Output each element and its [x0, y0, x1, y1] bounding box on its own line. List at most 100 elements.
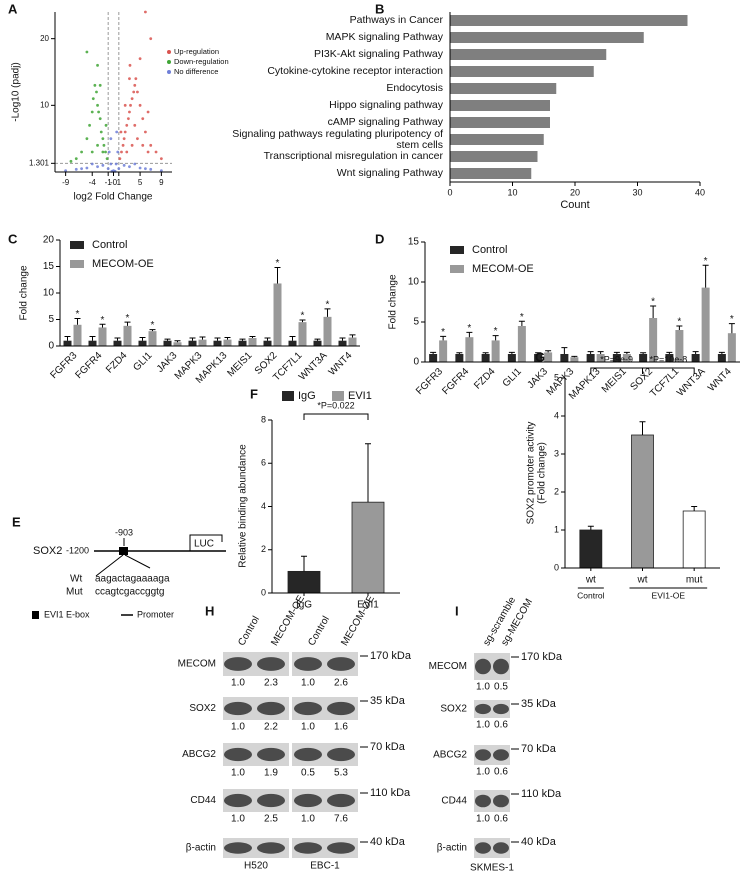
bar — [248, 338, 257, 346]
significance-label: * — [494, 326, 498, 337]
y-tick-label: 10 — [43, 288, 55, 299]
quantification: 1.0 — [301, 678, 315, 689]
quantification: 0.5 — [494, 682, 508, 693]
quantification: 0.6 — [494, 720, 508, 731]
bar — [544, 352, 553, 362]
x-tick-label: -1 — [105, 178, 113, 187]
y-tick-label: 1.301 — [29, 158, 50, 167]
error-bar — [691, 505, 698, 511]
error-bar — [74, 317, 81, 325]
bar — [507, 354, 516, 362]
y-axis-label: SOX2 promoter activity — [526, 422, 537, 525]
protein-label: CD44 — [190, 795, 216, 806]
error-bar — [139, 337, 146, 341]
gene-label: SOX2 — [33, 545, 62, 557]
quantification: 1.0 — [231, 722, 245, 733]
error-bar — [676, 325, 683, 330]
blot-band — [327, 793, 355, 808]
bar — [273, 283, 282, 346]
lane-label: Control — [236, 614, 262, 647]
x-tick-label: 40 — [695, 187, 705, 197]
bar — [238, 340, 247, 346]
error-bar — [189, 337, 196, 341]
bar — [439, 340, 448, 362]
error-bar — [535, 352, 542, 354]
error-bar — [518, 320, 525, 326]
x-tick-label: FGFR3 — [49, 350, 80, 381]
blot-band — [257, 747, 285, 762]
point — [123, 103, 127, 107]
quantification: 1.0 — [476, 767, 490, 778]
y-tick-label: 5 — [48, 314, 54, 325]
error-bar — [666, 351, 673, 354]
bar — [727, 333, 736, 362]
legend-swatch — [450, 246, 464, 254]
blot-band — [224, 793, 252, 808]
error-bar — [545, 350, 552, 353]
x-tick-label: FZD4 — [472, 366, 498, 392]
quantification: 1.0 — [476, 682, 490, 693]
error-bar — [274, 267, 281, 284]
point — [114, 162, 118, 166]
bar — [517, 326, 526, 362]
point — [121, 143, 125, 147]
x-tick-label: MEIS1 — [225, 350, 254, 379]
significance-label: * — [151, 320, 155, 331]
blot-band — [475, 658, 491, 675]
bar — [98, 327, 107, 346]
blot-band — [294, 701, 322, 716]
point — [90, 162, 94, 166]
x-tick-label: WNT3A — [297, 350, 330, 383]
bar — [429, 354, 438, 362]
legend-swatch — [70, 260, 84, 268]
bar — [188, 340, 197, 346]
quantification: 0.6 — [494, 767, 508, 778]
point — [133, 123, 137, 127]
point — [116, 150, 120, 154]
quantification: 1.0 — [301, 722, 315, 733]
error-bar — [456, 352, 463, 354]
quantification: 0.5 — [301, 768, 315, 779]
legend-marker — [167, 70, 171, 74]
cell-line-label: H520 — [244, 861, 268, 872]
category-label: PI3K-Akt signaling Pathway — [314, 48, 443, 60]
point — [96, 103, 99, 107]
point — [128, 165, 131, 169]
x-tick-label: EVI1 — [357, 600, 379, 611]
bar — [298, 322, 307, 346]
bar — [491, 340, 500, 362]
size-label: 40 kDa — [521, 836, 557, 848]
error-bar — [728, 323, 735, 334]
legend-label: MECOM-OE — [92, 258, 154, 270]
point — [134, 77, 138, 81]
quantification: 1.0 — [476, 814, 490, 825]
x-tick-label: 5 — [138, 178, 143, 187]
point — [102, 143, 106, 147]
blot-band — [327, 701, 355, 716]
point — [128, 77, 131, 81]
category-label: MAPK signaling Pathway — [325, 31, 443, 43]
error-bar — [214, 337, 221, 341]
x-tick-label: 20 — [570, 187, 580, 197]
error-bar — [508, 351, 515, 354]
y-tick-label: 15 — [43, 261, 55, 272]
point — [97, 110, 101, 114]
significance-label: * — [704, 256, 708, 267]
point — [96, 63, 99, 67]
size-label: 170 kDa — [521, 651, 563, 663]
bar — [113, 340, 122, 346]
size-label: 110 kDa — [370, 787, 411, 799]
bar — [263, 340, 272, 346]
y-tick-label: 15 — [408, 237, 420, 248]
point — [74, 167, 78, 171]
comparison-bracket — [642, 367, 695, 374]
size-label: 170 kDa — [370, 650, 412, 662]
bar — [596, 354, 605, 362]
blot-band — [475, 703, 491, 715]
error-bar — [640, 352, 647, 354]
category-label: Endocytosis — [386, 82, 443, 94]
size-label: 110 kDa — [521, 788, 562, 800]
y-tick-label: 4 — [261, 501, 266, 511]
significance-label: * — [301, 311, 305, 322]
error-bar — [492, 335, 499, 341]
